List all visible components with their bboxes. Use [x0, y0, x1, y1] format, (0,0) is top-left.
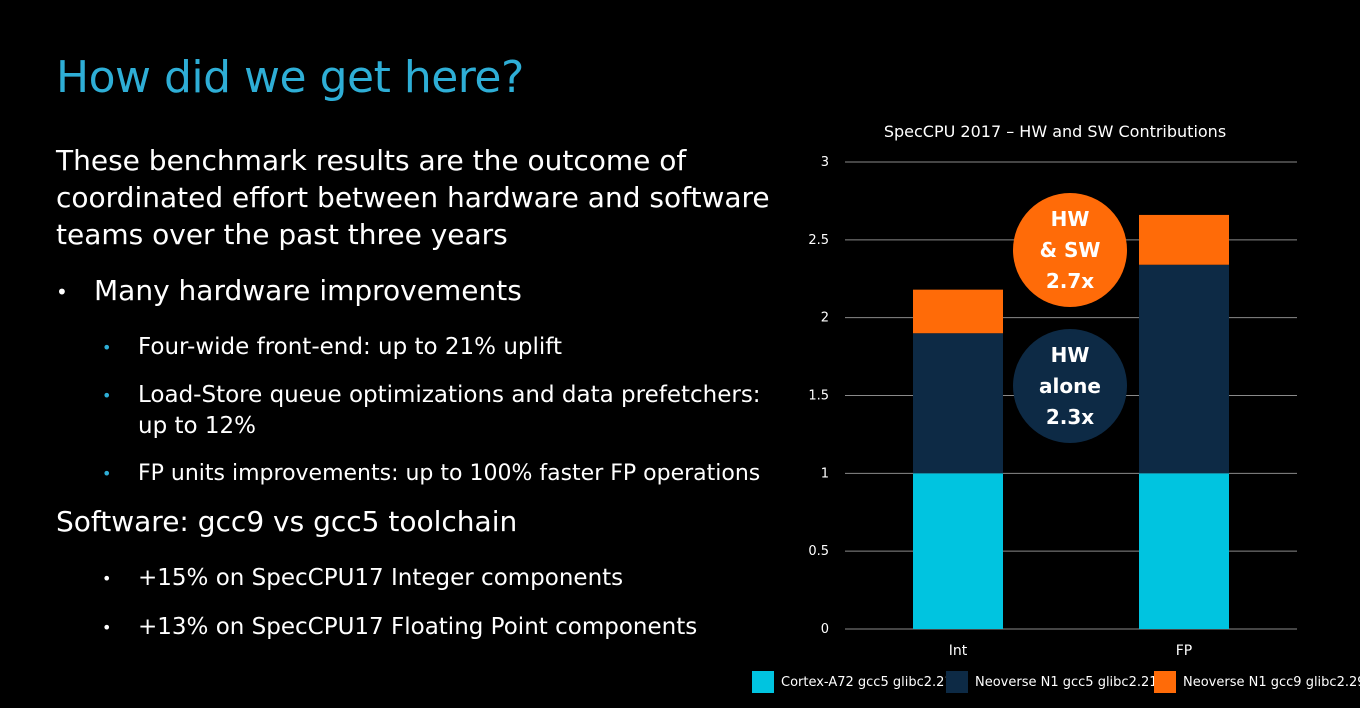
bullet-dot: •	[102, 386, 112, 405]
bullet-dot: •	[102, 569, 112, 588]
bar-segment	[913, 289, 1003, 334]
annotation-text: 2.7x	[1046, 269, 1094, 293]
hw-point-text: up to 12%	[138, 413, 257, 439]
bar-segment	[913, 473, 1003, 629]
legend-label: Neoverse N1 gcc5 glibc2.21	[975, 675, 1158, 690]
annotation-circle	[1013, 329, 1127, 443]
bar-segment	[1139, 214, 1229, 265]
chart-title: SpecCPU 2017 – HW and SW Contributions	[884, 122, 1226, 141]
annotation-text: HW	[1051, 207, 1090, 231]
legend-swatch	[946, 671, 968, 693]
annotation-text: & SW	[1040, 238, 1101, 262]
hw-point-text: Four-wide front-end: up to 21% uplift	[138, 334, 562, 360]
y-tick-label: 1.5	[808, 389, 829, 404]
bullet-dot: •	[102, 338, 112, 357]
bar-segment	[1139, 264, 1229, 474]
legend-label: Neoverse N1 gcc9 glibc2.29	[1183, 675, 1360, 690]
bar-segment	[913, 333, 1003, 474]
legend-label: Cortex-A72 gcc5 glibc2.21	[781, 675, 953, 690]
hw-bullet-text: Many hardware improvements	[94, 274, 522, 307]
annotation-circle	[1013, 193, 1127, 307]
y-tick-label: 0	[821, 622, 829, 637]
annotation-text: 2.3x	[1046, 405, 1094, 429]
bar-segment	[1139, 473, 1229, 629]
hw-point-text: FP units improvements: up to 100% faster…	[138, 461, 761, 486]
legend-swatch	[1154, 671, 1176, 693]
hw-point-text: Load-Store queue optimizations and data …	[138, 382, 761, 408]
y-tick-label: 2.5	[808, 233, 829, 248]
sw-heading: Software: gcc9 vs gcc5 toolchain	[56, 505, 518, 538]
bullet-dot: •	[56, 280, 68, 304]
bullet-dot: •	[102, 464, 112, 483]
y-tick-label: 0.5	[808, 544, 829, 559]
x-tick-label: Int	[949, 643, 968, 659]
intro-text: These benchmark results are the outcome …	[56, 144, 770, 251]
y-tick-label: 3	[821, 155, 829, 170]
sw-point-text: +15% on SpecCPU17 Integer components	[138, 565, 624, 591]
slide-title: How did we get here?	[56, 52, 524, 103]
y-tick-label: 2	[821, 311, 829, 326]
y-tick-label: 1	[821, 466, 829, 481]
legend-swatch	[752, 671, 774, 693]
annotation-text: alone	[1039, 374, 1101, 398]
x-tick-label: FP	[1176, 643, 1193, 659]
sw-point-text: +13% on SpecCPU17 Floating Point compone…	[138, 614, 698, 640]
annotation-text: HW	[1051, 343, 1090, 367]
bullet-dot: •	[102, 618, 112, 637]
